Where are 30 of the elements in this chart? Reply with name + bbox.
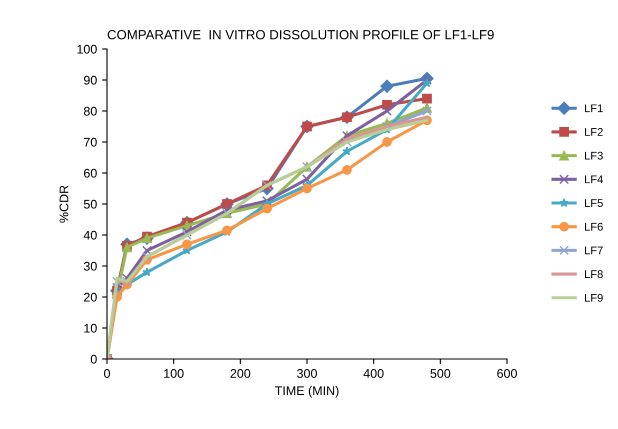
y-tick-label: 90 [84, 76, 97, 85]
legend-label: LF6 [585, 222, 603, 231]
y-tick-label: 70 [84, 138, 97, 147]
y-axis-title: %CDR [60, 185, 68, 223]
y-tick-label: 30 [84, 262, 97, 271]
x-tick-label: 200 [230, 369, 250, 378]
x-axis-title: TIME (MIN) [275, 386, 339, 398]
x-tick-label: 400 [364, 369, 384, 378]
y-tick-label: 20 [84, 292, 97, 302]
legend-label: LF9 [585, 294, 603, 302]
y-tick-label: 100 [77, 44, 97, 54]
x-tick-label: 300 [297, 369, 317, 378]
legend-label: LF8 [585, 270, 603, 278]
legend-label: LF5 [585, 199, 603, 207]
y-tick-label: 60 [84, 168, 97, 178]
legend-label: LF3 [585, 152, 603, 160]
y-tick-label: 10 [84, 324, 97, 333]
x-tick-label: 600 [497, 369, 517, 378]
y-tick-label: 50 [84, 200, 97, 209]
x-tick-label: 500 [430, 369, 450, 378]
legend-label: LF1 [585, 104, 603, 112]
y-tick-label: 80 [84, 106, 97, 116]
y-tick-label: 40 [84, 230, 97, 240]
legend-label: LF4 [585, 176, 603, 184]
legend-label: LF7 [585, 246, 603, 254]
x-tick-label: 100 [164, 369, 184, 378]
x-tick-label: 0 [104, 369, 110, 378]
legend-label: LF2 [585, 128, 603, 136]
chart-title: COMPARATIVE IN VITRO DISSOLUTION PROFILE OF LF1-LF9 [108, 30, 494, 40]
y-tick-label: 0 [90, 354, 97, 364]
